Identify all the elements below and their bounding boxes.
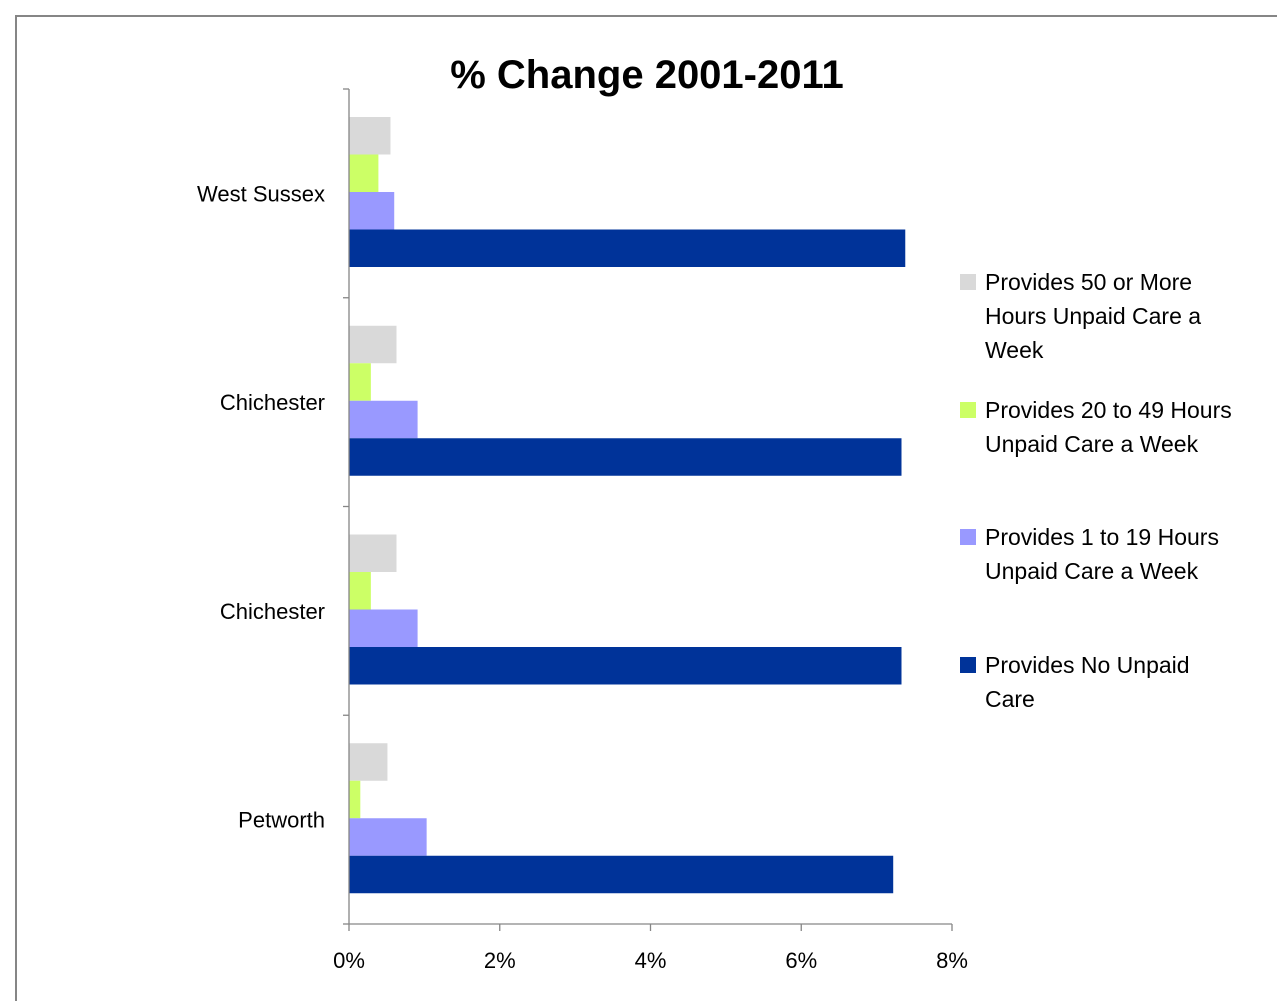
value-tick-label-5: 8%	[936, 948, 968, 973]
category-label-2: Chichester	[220, 390, 325, 415]
legend-swatch	[960, 657, 976, 673]
bar-provides-50-or-more-hours-unpaid-care-a-week-1	[349, 117, 391, 155]
legend-label-line: Provides 1 to 19 Hours	[985, 524, 1219, 550]
category-label-3: Chichester	[220, 599, 325, 624]
value-tick-label-3: 4%	[635, 948, 667, 973]
bar-provides-50-or-more-hours-unpaid-care-a-week-3	[349, 534, 397, 572]
legend-entry-4: Provides No Unpaid Care	[960, 652, 1190, 712]
bar-provides-1-to-19-hours-unpaid-care-a-week-1	[349, 192, 395, 230]
bar-provides-1-to-19-hours-unpaid-care-a-week-2	[349, 400, 418, 439]
value-tick-label-4: 6%	[785, 948, 817, 973]
bar-provides-no-unpaid-care-2	[349, 438, 902, 476]
chart-title: % Change 2001-2011	[450, 53, 844, 97]
bar-provides-no-unpaid-care-1	[349, 229, 906, 267]
category-label-1: West Sussex	[197, 181, 325, 206]
bar-provides-1-to-19-hours-unpaid-care-a-week-3	[349, 609, 418, 647]
legend-label-line: Unpaid Care a Week	[985, 558, 1199, 584]
bar-provides-no-unpaid-care-4	[349, 855, 894, 894]
legend-swatch	[960, 274, 976, 290]
legend-label-line: Care	[985, 686, 1035, 712]
legend-entry-3: Provides 1 to 19 Hours Unpaid Care a Week	[960, 524, 1219, 584]
chart-area	[15, 15, 1277, 1001]
legend-label-line: Unpaid Care a Week	[985, 431, 1199, 457]
legend-swatch	[960, 529, 976, 545]
bar-provides-20-to-49-hours-unpaid-care-a-week-2	[349, 363, 371, 401]
legend-swatch	[960, 402, 976, 418]
legend-label-line: Hours Unpaid Care a	[985, 303, 1201, 329]
bar-provides-no-unpaid-care-3	[349, 647, 902, 685]
bar-provides-50-or-more-hours-unpaid-care-a-week-4	[349, 743, 388, 781]
legend-label-line: Provides 20 to 49 Hours	[985, 397, 1232, 423]
value-tick-label-2: 2%	[484, 948, 516, 973]
category-label-4: Petworth	[238, 808, 325, 833]
bar-provides-20-to-49-hours-unpaid-care-a-week-3	[349, 572, 371, 610]
value-tick-label-1: 0%	[333, 948, 365, 973]
legend-entry-1: Provides 50 or More Hours Unpaid Care a We…	[960, 269, 1201, 363]
bar-provides-1-to-19-hours-unpaid-care-a-week-4	[349, 818, 427, 856]
legend-entry-2: Provides 20 to 49 Hours Unpaid Care a Wee…	[960, 397, 1232, 457]
bar-provides-20-to-49-hours-unpaid-care-a-week-1	[349, 154, 379, 192]
legend: Provides 50 or More Hours Unpaid Care a We…	[960, 269, 1232, 712]
legend-label-line: Provides 50 or More	[985, 269, 1192, 295]
plot-area	[349, 117, 906, 894]
legend-label-line: Provides No Unpaid	[985, 652, 1190, 678]
legend-label-line: Week	[985, 337, 1044, 363]
bar-provides-50-or-more-hours-unpaid-care-a-week-2	[349, 325, 397, 364]
bar-provides-20-to-49-hours-unpaid-care-a-week-4	[349, 780, 361, 819]
axes: West Sussex Chichester Chichester Petworth 0…	[197, 88, 968, 973]
